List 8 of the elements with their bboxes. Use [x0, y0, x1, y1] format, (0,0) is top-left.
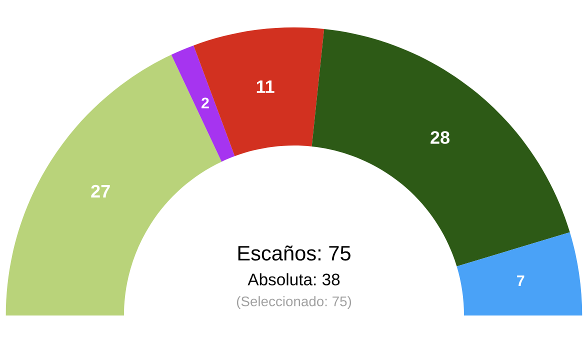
data-label: 28 — [430, 131, 450, 144]
text: Escaños: 75 — [238, 245, 350, 261]
text: Absoluta: 38 — [248, 273, 340, 286]
data-label: 7 — [517, 276, 524, 286]
text: (Seleccionado: 75) — [236, 296, 352, 310]
data-label: 27 — [91, 184, 110, 198]
data-label: 2 — [202, 98, 209, 108]
data-label: 11 — [256, 80, 274, 93]
